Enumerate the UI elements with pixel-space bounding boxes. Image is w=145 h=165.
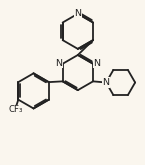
Text: N: N — [93, 59, 100, 67]
Text: N: N — [55, 59, 62, 67]
Text: CF₃: CF₃ — [9, 105, 23, 114]
Text: N: N — [103, 78, 110, 87]
Text: N: N — [74, 9, 81, 18]
